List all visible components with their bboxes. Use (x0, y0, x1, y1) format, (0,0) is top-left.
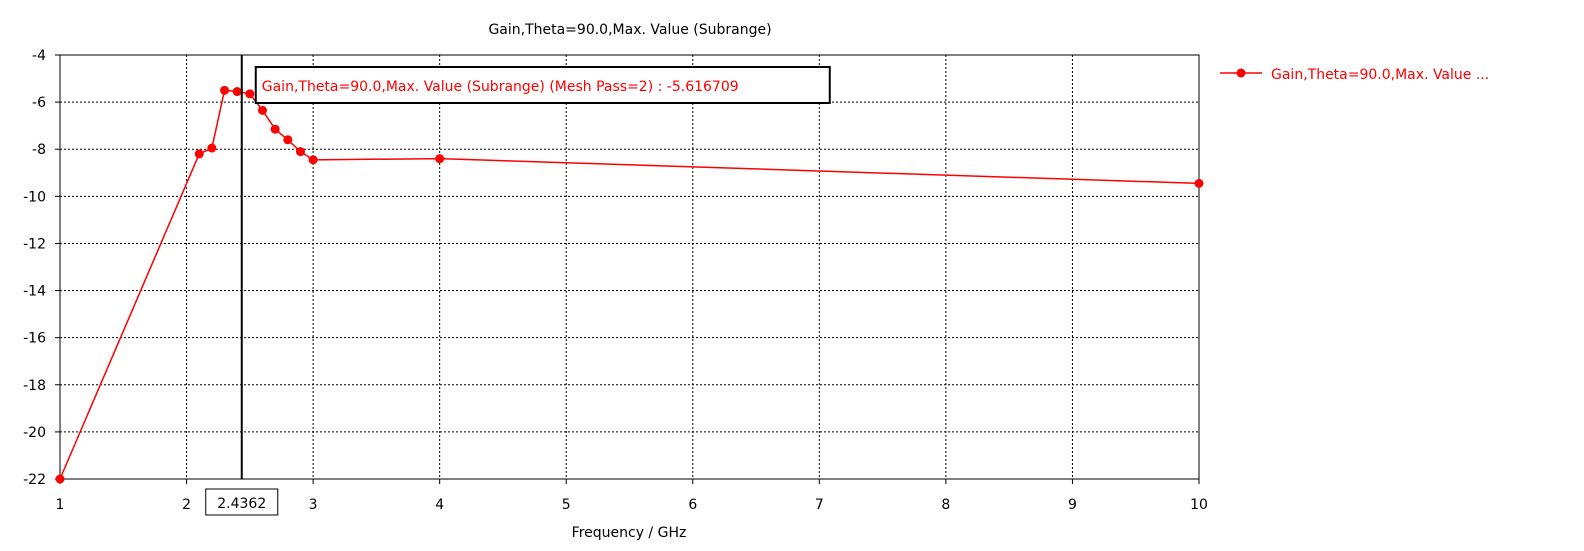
data-point (220, 85, 230, 95)
y-tick-label: -20 (23, 425, 46, 441)
y-tick-label: -4 (32, 48, 46, 64)
legend-marker (1236, 68, 1246, 78)
x-tick-label: 4 (435, 497, 444, 513)
x-tick-label: 3 (309, 497, 318, 513)
x-tick-label: 8 (941, 497, 950, 513)
y-tick-label: -12 (23, 236, 46, 252)
cursor[interactable]: 2.4362 Gain,Theta=90.0,Max. Value (Subran… (205, 55, 831, 516)
series-layer (55, 85, 1204, 484)
x-tick-label: 1 (56, 497, 65, 513)
y-tick-label: -10 (23, 189, 46, 205)
plot-frame (59, 54, 1200, 480)
cursor-tooltip-text: Gain,Theta=90.0,Max. Value (Subrange) (M… (262, 79, 739, 95)
data-point (207, 143, 217, 153)
data-point (232, 87, 242, 97)
y-tick-label: -22 (23, 472, 46, 488)
data-point (295, 147, 305, 157)
y-tick-label: -14 (23, 284, 46, 300)
y-tick-label: -18 (23, 378, 46, 394)
cursor-x-label: 2.4362 (217, 496, 266, 512)
x-tick-label: 7 (815, 497, 824, 513)
x-axis-label: Frequency / GHz (572, 525, 687, 541)
x-tick-label: 6 (688, 497, 697, 513)
cursor-x-box (205, 488, 279, 516)
x-axis-ticks: 1 2 3 4 5 6 7 8 9 10 (56, 479, 1208, 513)
y-axis-ticks: -4 -6 -8 -10 -12 -14 -16 -18 -20 -22 (23, 48, 60, 488)
data-point (308, 155, 318, 165)
data-point (55, 474, 65, 484)
y-tick-label: -16 (23, 331, 46, 347)
data-point (194, 149, 204, 159)
x-tick-label: 5 (562, 497, 571, 513)
x-tick-label: 2 (182, 497, 191, 513)
data-point (435, 154, 445, 164)
y-tick-label: -6 (32, 95, 46, 111)
chart-title: Gain,Theta=90.0,Max. Value (Subrange) (488, 22, 771, 38)
legend-label: Gain,Theta=90.0,Max. Value ... (1271, 67, 1489, 83)
data-point (283, 135, 293, 145)
data-point (1194, 178, 1204, 188)
data-point (270, 124, 280, 134)
y-tick-label: -8 (32, 142, 46, 158)
series-line (59, 89, 1200, 480)
cursor-tooltip-box (254, 66, 831, 104)
grid (60, 55, 1199, 479)
data-point (257, 105, 267, 115)
x-tick-label: 10 (1190, 497, 1208, 513)
data-point (245, 89, 255, 99)
x-tick-label: 9 (1068, 497, 1077, 513)
legend[interactable]: Gain,Theta=90.0,Max. Value ... (1220, 67, 1489, 83)
